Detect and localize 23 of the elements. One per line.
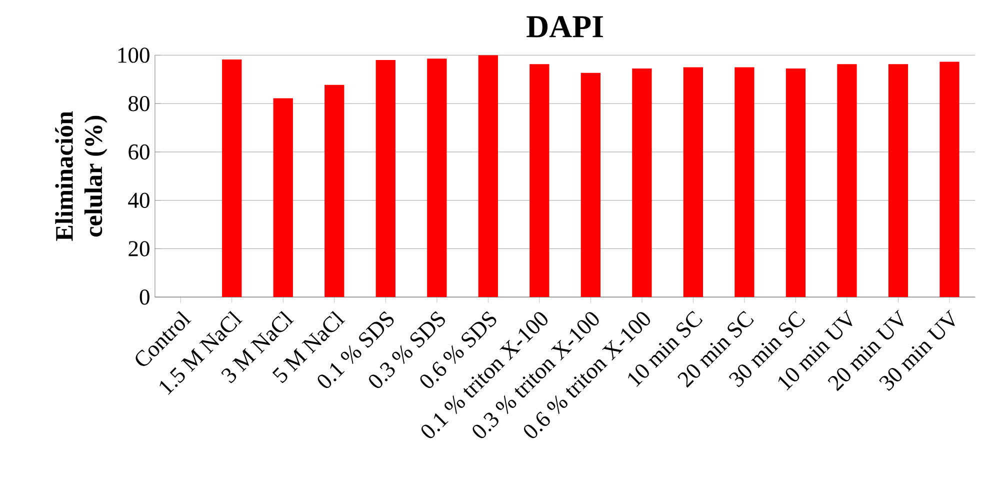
y-tick-label: 80	[128, 96, 150, 112]
bar	[580, 72, 601, 298]
bar	[734, 67, 754, 298]
bar	[888, 64, 908, 298]
y-tick-label: 60	[128, 144, 150, 160]
bar	[530, 64, 550, 298]
bar	[273, 98, 293, 298]
bar	[786, 68, 806, 298]
bar	[376, 60, 396, 298]
y-tick-label: 20	[128, 241, 150, 256]
bar	[222, 60, 242, 298]
chart-title: DAPI	[526, 16, 603, 38]
y-tick-label: 0	[140, 289, 150, 305]
bar	[478, 55, 498, 298]
bar	[837, 64, 857, 298]
y-axis-title: Eliminación celular (%)	[55, 111, 108, 241]
bar	[683, 67, 704, 298]
bar	[427, 58, 447, 298]
bar	[940, 62, 960, 298]
y-tick-label: 100	[118, 48, 150, 63]
y-tick-label: 40	[128, 192, 150, 208]
bar	[324, 84, 344, 298]
bar	[632, 68, 652, 298]
